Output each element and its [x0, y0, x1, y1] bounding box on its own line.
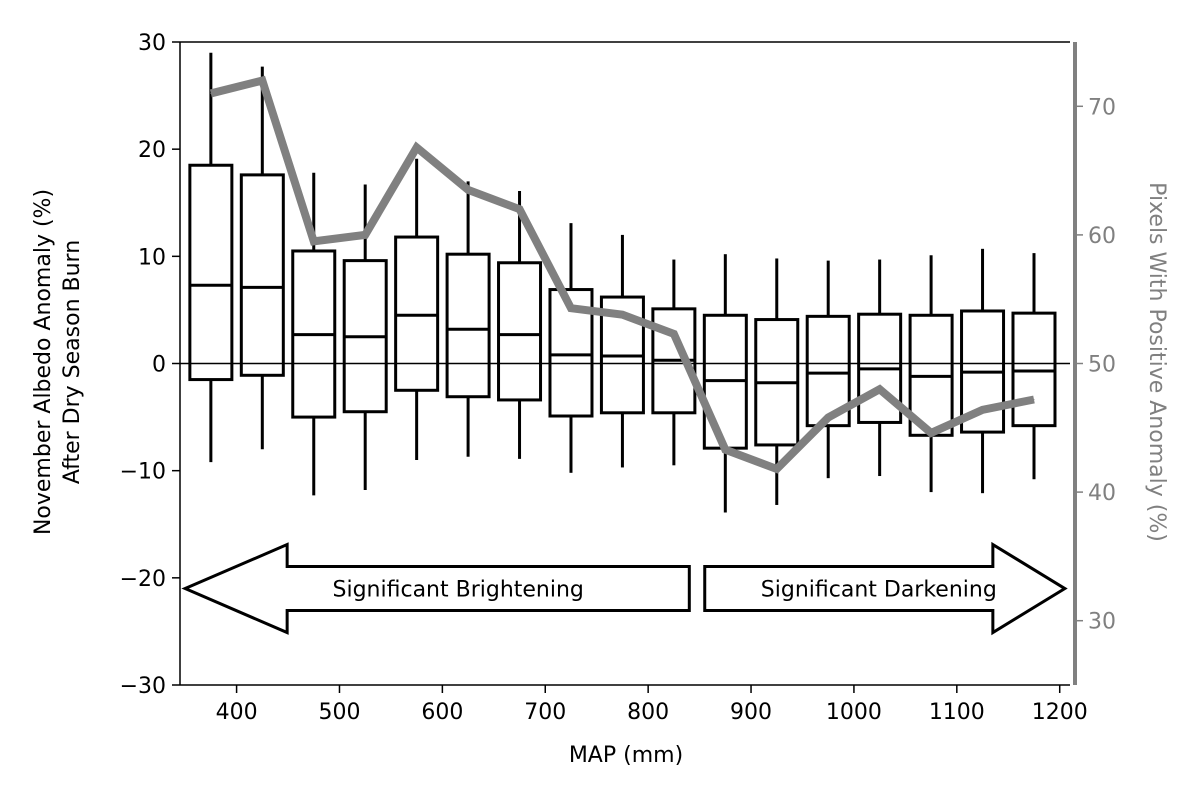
box-iqr: [394, 235, 440, 392]
ticks: 400 500 600 700 800 900 1000 1100 1200 −30 −20 −10 0…: [120, 31, 1116, 725]
line-point: [879, 388, 881, 390]
line-point: [210, 92, 212, 94]
line-point: [930, 432, 932, 434]
y-tick-label: 20: [138, 138, 166, 163]
box-775: [599, 234, 645, 468]
line-point: [724, 449, 726, 451]
line-point: [827, 417, 829, 419]
x-tick-label: 400: [216, 700, 258, 725]
box-iqr: [805, 314, 851, 428]
x-axis-label: MAP (mm): [569, 743, 683, 768]
line-point: [313, 240, 315, 242]
y-tick-label: −20: [120, 567, 166, 592]
right-y-axis-label: Pixels With Positive Anomaly (%): [1144, 182, 1169, 542]
line-point: [364, 234, 366, 236]
box-iqr: [497, 261, 543, 402]
x-tick-label: 1100: [929, 700, 985, 725]
x-tick-label: 500: [318, 700, 360, 725]
right-y-tick-label: 70: [1088, 95, 1116, 120]
x-tick-label: 1000: [826, 700, 882, 725]
box-625: [445, 181, 491, 457]
line-point: [982, 409, 984, 411]
box-875: [702, 254, 748, 513]
box-1125: [960, 248, 1006, 494]
right-y-tick-label: 40: [1088, 481, 1116, 506]
box-975: [805, 260, 851, 479]
box-iqr: [239, 173, 285, 377]
box-1025: [857, 259, 903, 477]
y-tick-label: −10: [120, 460, 166, 485]
y-axis-label-line-1: November Albedo Anomaly (%): [31, 189, 56, 535]
line-point: [519, 208, 521, 210]
right-y-tick-label: 60: [1088, 224, 1116, 249]
box-375: [188, 52, 234, 463]
x-tick-label: 800: [627, 700, 669, 725]
box-925: [754, 258, 800, 505]
y-tick-label: 30: [138, 31, 166, 56]
box-1175: [1011, 253, 1057, 480]
right-y-tick-label: 30: [1088, 610, 1116, 635]
box-525: [342, 184, 388, 490]
box-475: [291, 172, 337, 496]
line-point: [673, 333, 675, 335]
line-point: [621, 314, 623, 316]
annotation-arrows: Significant Brightening Significant Darke…: [181, 541, 1068, 636]
arrow-label-right: Significant Darkening: [761, 578, 997, 603]
box-1075: [908, 255, 954, 493]
box-iqr: [1011, 311, 1057, 428]
x-tick-label: 900: [730, 700, 772, 725]
x-tick-label: 700: [524, 700, 566, 725]
x-tick-label: 1200: [1032, 700, 1088, 725]
boxplot-series: [188, 52, 1057, 513]
right-y-tick-label: 50: [1088, 353, 1116, 378]
arrow-label-left: Significant Brightening: [333, 578, 584, 603]
y-tick-label: −30: [120, 674, 166, 699]
line-point: [776, 468, 778, 470]
line-point: [261, 80, 263, 82]
box-675: [497, 190, 543, 459]
line-point: [467, 189, 469, 191]
positive-anomaly-line: [209, 75, 1035, 474]
arrow-right: [703, 541, 1068, 636]
box-iqr: [188, 163, 234, 382]
y-tick-label: 10: [138, 245, 166, 270]
y-axis-label-line-2: After Dry Season Burn: [60, 240, 85, 484]
x-tick-label: 600: [421, 700, 463, 725]
y-tick-label: 0: [152, 353, 166, 378]
box-iqr: [445, 252, 491, 399]
arrow-left: [181, 542, 691, 635]
line-point: [570, 307, 572, 309]
line-point: [1033, 399, 1035, 401]
line-point: [416, 146, 418, 148]
box-575: [394, 158, 440, 460]
box-725: [548, 223, 594, 473]
box-iqr: [548, 288, 594, 418]
